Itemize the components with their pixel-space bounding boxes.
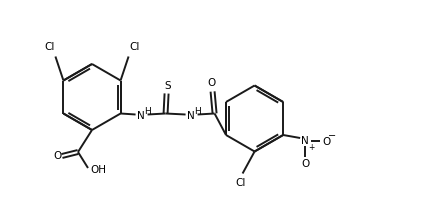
Text: N: N — [187, 110, 194, 121]
Text: +: + — [308, 144, 314, 152]
Text: Cl: Cl — [130, 42, 140, 51]
Text: O: O — [53, 151, 61, 161]
Text: OH: OH — [90, 165, 106, 175]
Text: O: O — [301, 159, 309, 169]
Text: O: O — [207, 77, 216, 88]
Text: H: H — [144, 107, 151, 116]
Text: Cl: Cl — [236, 179, 246, 188]
Text: N: N — [301, 136, 309, 146]
Text: −: − — [328, 131, 336, 141]
Text: O: O — [322, 137, 330, 147]
Text: Cl: Cl — [44, 42, 55, 51]
Text: S: S — [164, 81, 171, 90]
Text: N: N — [137, 110, 145, 121]
Text: H: H — [194, 107, 201, 116]
